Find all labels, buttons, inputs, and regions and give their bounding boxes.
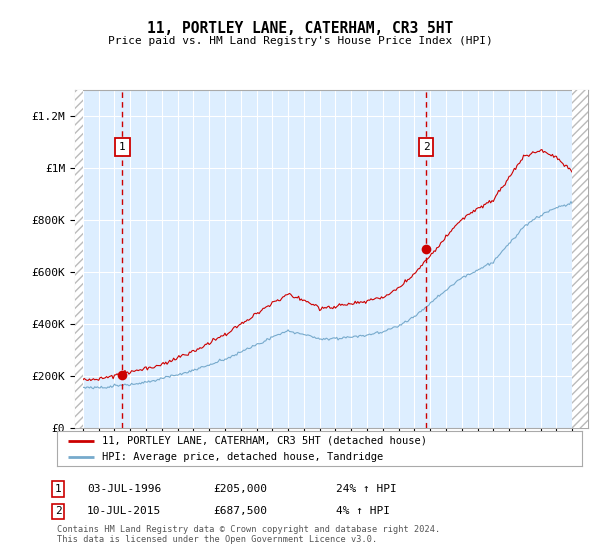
Text: 11, PORTLEY LANE, CATERHAM, CR3 5HT (detached house): 11, PORTLEY LANE, CATERHAM, CR3 5HT (det… bbox=[101, 436, 427, 446]
Bar bbox=[75, 90, 83, 428]
Text: 24% ↑ HPI: 24% ↑ HPI bbox=[336, 484, 397, 494]
Text: Price paid vs. HM Land Registry's House Price Index (HPI): Price paid vs. HM Land Registry's House … bbox=[107, 36, 493, 46]
Text: £687,500: £687,500 bbox=[213, 506, 267, 516]
Text: HPI: Average price, detached house, Tandridge: HPI: Average price, detached house, Tand… bbox=[101, 451, 383, 461]
Text: Contains HM Land Registry data © Crown copyright and database right 2024.
This d: Contains HM Land Registry data © Crown c… bbox=[57, 525, 440, 544]
Text: 2: 2 bbox=[55, 506, 62, 516]
Text: £205,000: £205,000 bbox=[213, 484, 267, 494]
Text: 4% ↑ HPI: 4% ↑ HPI bbox=[336, 506, 390, 516]
Bar bbox=[572, 90, 588, 428]
Text: 1: 1 bbox=[55, 484, 62, 494]
Text: 11, PORTLEY LANE, CATERHAM, CR3 5HT: 11, PORTLEY LANE, CATERHAM, CR3 5HT bbox=[147, 21, 453, 36]
Text: 10-JUL-2015: 10-JUL-2015 bbox=[87, 506, 161, 516]
Text: 1: 1 bbox=[119, 142, 126, 152]
Text: 03-JUL-1996: 03-JUL-1996 bbox=[87, 484, 161, 494]
Text: 2: 2 bbox=[423, 142, 430, 152]
